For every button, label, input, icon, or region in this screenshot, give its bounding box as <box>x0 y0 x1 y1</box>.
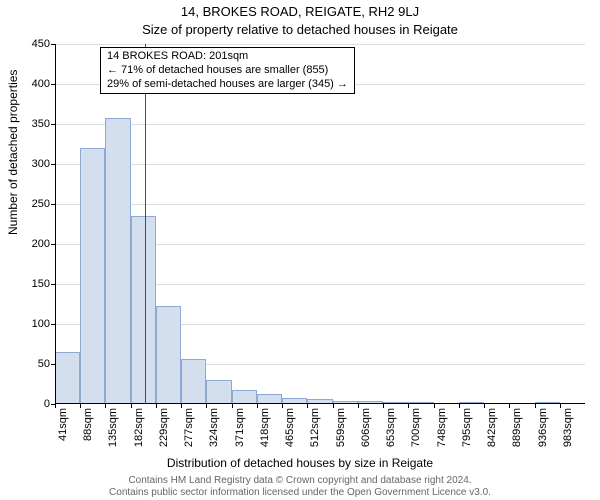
x-tick <box>333 404 334 408</box>
y-tick <box>51 204 55 205</box>
y-tick <box>51 84 55 85</box>
x-tick-label: 936sqm <box>537 408 549 447</box>
y-tick <box>51 164 55 165</box>
x-tick-label: 324sqm <box>208 408 220 447</box>
y-tick-label: 200 <box>10 238 50 250</box>
y-axis-label: Number of detached properties <box>6 70 20 235</box>
footer-line1: Contains HM Land Registry data © Crown c… <box>0 475 600 487</box>
y-tick-label: 300 <box>10 158 50 170</box>
x-tick <box>484 404 485 408</box>
y-tick <box>51 364 55 365</box>
x-tick-label: 41sqm <box>57 408 69 441</box>
annotation-line3: 29% of semi-detached houses are larger (… <box>107 78 348 92</box>
x-tick <box>156 404 157 408</box>
y-tick-label: 0 <box>10 398 50 410</box>
x-tick-label: 465sqm <box>284 408 296 447</box>
y-tick-label: 400 <box>10 78 50 90</box>
x-tick-label: 795sqm <box>461 408 473 447</box>
x-tick-label: 653sqm <box>385 408 397 447</box>
y-tick-label: 250 <box>10 198 50 210</box>
y-tick <box>51 284 55 285</box>
x-tick-label: 983sqm <box>562 408 574 447</box>
y-tick <box>51 244 55 245</box>
plot-axes <box>55 44 585 404</box>
x-tick <box>282 404 283 408</box>
x-tick-label: 512sqm <box>309 408 321 447</box>
annotation-box: 14 BROKES ROAD: 201sqm← 71% of detached … <box>100 47 355 94</box>
x-axis-label: Distribution of detached houses by size … <box>0 456 600 470</box>
x-tick-label: 889sqm <box>511 408 523 447</box>
x-tick <box>358 404 359 408</box>
x-tick-label: 748sqm <box>436 408 448 447</box>
y-tick-label: 100 <box>10 318 50 330</box>
y-tick <box>51 44 55 45</box>
x-tick-label: 182sqm <box>133 408 145 447</box>
x-tick <box>257 404 258 408</box>
page-title-line2: Size of property relative to detached ho… <box>0 22 600 37</box>
page-title-line1: 14, BROKES ROAD, REIGATE, RH2 9LJ <box>0 4 600 19</box>
x-tick-label: 229sqm <box>158 408 170 447</box>
y-tick <box>51 124 55 125</box>
x-tick <box>560 404 561 408</box>
x-tick <box>535 404 536 408</box>
x-tick-label: 371sqm <box>234 408 246 447</box>
x-tick-label: 700sqm <box>410 408 422 447</box>
x-tick-label: 277sqm <box>183 408 195 447</box>
x-tick <box>131 404 132 408</box>
footer-attribution: Contains HM Land Registry data © Crown c… <box>0 475 600 498</box>
x-tick-label: 88sqm <box>82 408 94 441</box>
x-tick <box>55 404 56 408</box>
annotation-line2: ← 71% of detached houses are smaller (85… <box>107 64 348 78</box>
x-tick-label: 418sqm <box>259 408 271 447</box>
footer-line2: Contains public sector information licen… <box>0 487 600 499</box>
y-tick-label: 350 <box>10 118 50 130</box>
y-tick-label: 450 <box>10 38 50 50</box>
x-tick <box>459 404 460 408</box>
x-tick-label: 559sqm <box>335 408 347 447</box>
x-tick-label: 606sqm <box>360 408 372 447</box>
y-tick <box>51 324 55 325</box>
x-tick <box>232 404 233 408</box>
reference-line <box>145 44 146 404</box>
x-tick <box>434 404 435 408</box>
x-tick-label: 135sqm <box>107 408 119 447</box>
x-tick <box>383 404 384 408</box>
y-tick-label: 150 <box>10 278 50 290</box>
annotation-line1: 14 BROKES ROAD: 201sqm <box>107 50 348 64</box>
chart-plot: 050100150200250300350400450 41sqm88sqm13… <box>55 44 585 404</box>
x-tick-label: 842sqm <box>486 408 498 447</box>
y-tick-label: 50 <box>10 358 50 370</box>
